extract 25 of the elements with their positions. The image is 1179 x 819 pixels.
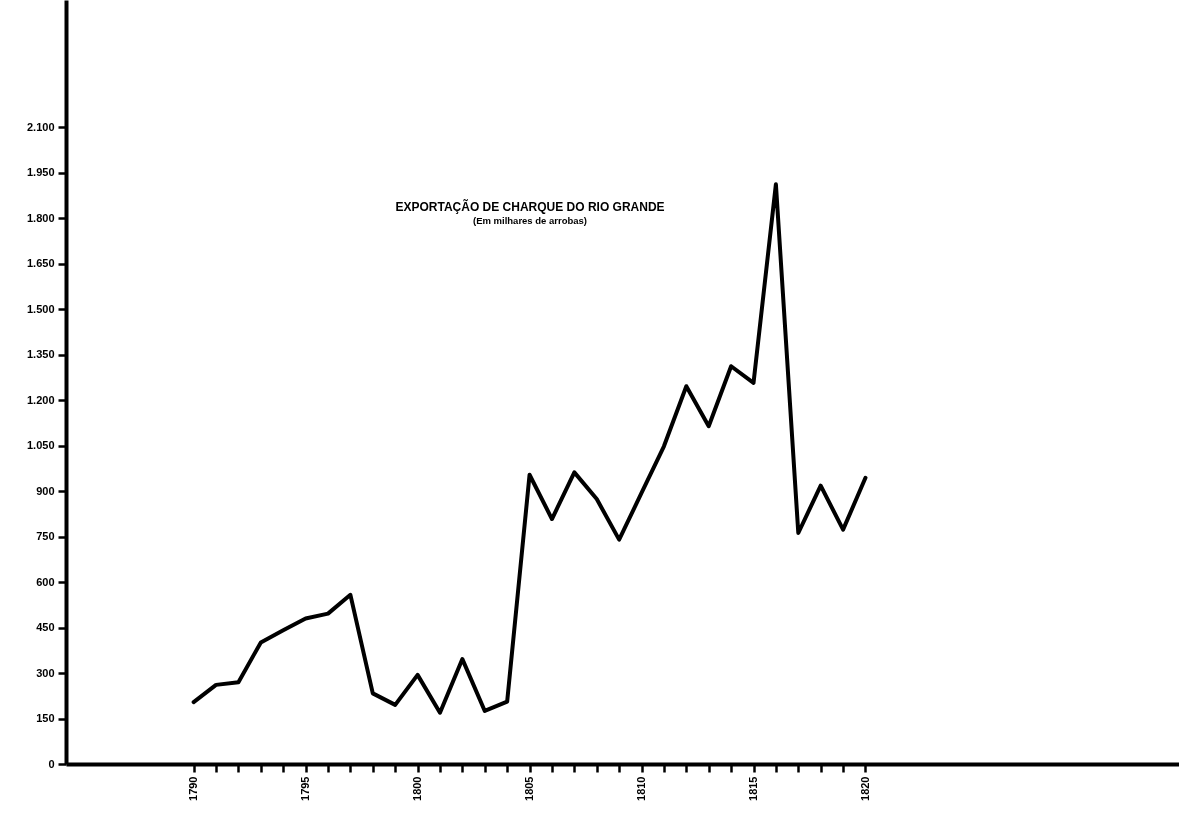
y-tick-label: 0 [48, 757, 55, 770]
text: EXPORTAÇÃO DE CHARQUE DO RIO GRANDE [395, 199, 665, 214]
y-tick-label: 1.050 [26, 439, 55, 452]
line-series [191, 182, 868, 715]
y-tick-label: 300 [36, 666, 55, 679]
y-tick-label: 750 [36, 530, 55, 543]
text: (Em milhares de arrobas) [472, 215, 588, 226]
y-tick-label: 1.800 [26, 211, 55, 224]
x-tick-label: 1810 [635, 776, 648, 801]
x-tick-label: 1815 [747, 776, 760, 801]
y-tick-label: 1.350 [26, 348, 55, 361]
y-tick-label: 450 [36, 621, 55, 634]
y-tick-label: 1.950 [26, 166, 55, 179]
y-tick-label: 150 [36, 712, 55, 725]
y-tick-label: 600 [36, 575, 55, 588]
y-tick-label: 1.500 [26, 302, 55, 315]
x-tick-label: 1805 [523, 776, 536, 801]
x-tick-label: 1820 [858, 776, 871, 801]
y-tick-label: 1.650 [26, 257, 55, 270]
y-tick-label: 900 [36, 484, 55, 497]
y-tick-label: 1.200 [26, 393, 55, 406]
x-tick-label: 1795 [299, 776, 312, 801]
x-tick-label: 1800 [411, 776, 424, 801]
y-tick-label: 2.100 [26, 120, 55, 133]
x-tick-label: 1790 [187, 776, 200, 801]
